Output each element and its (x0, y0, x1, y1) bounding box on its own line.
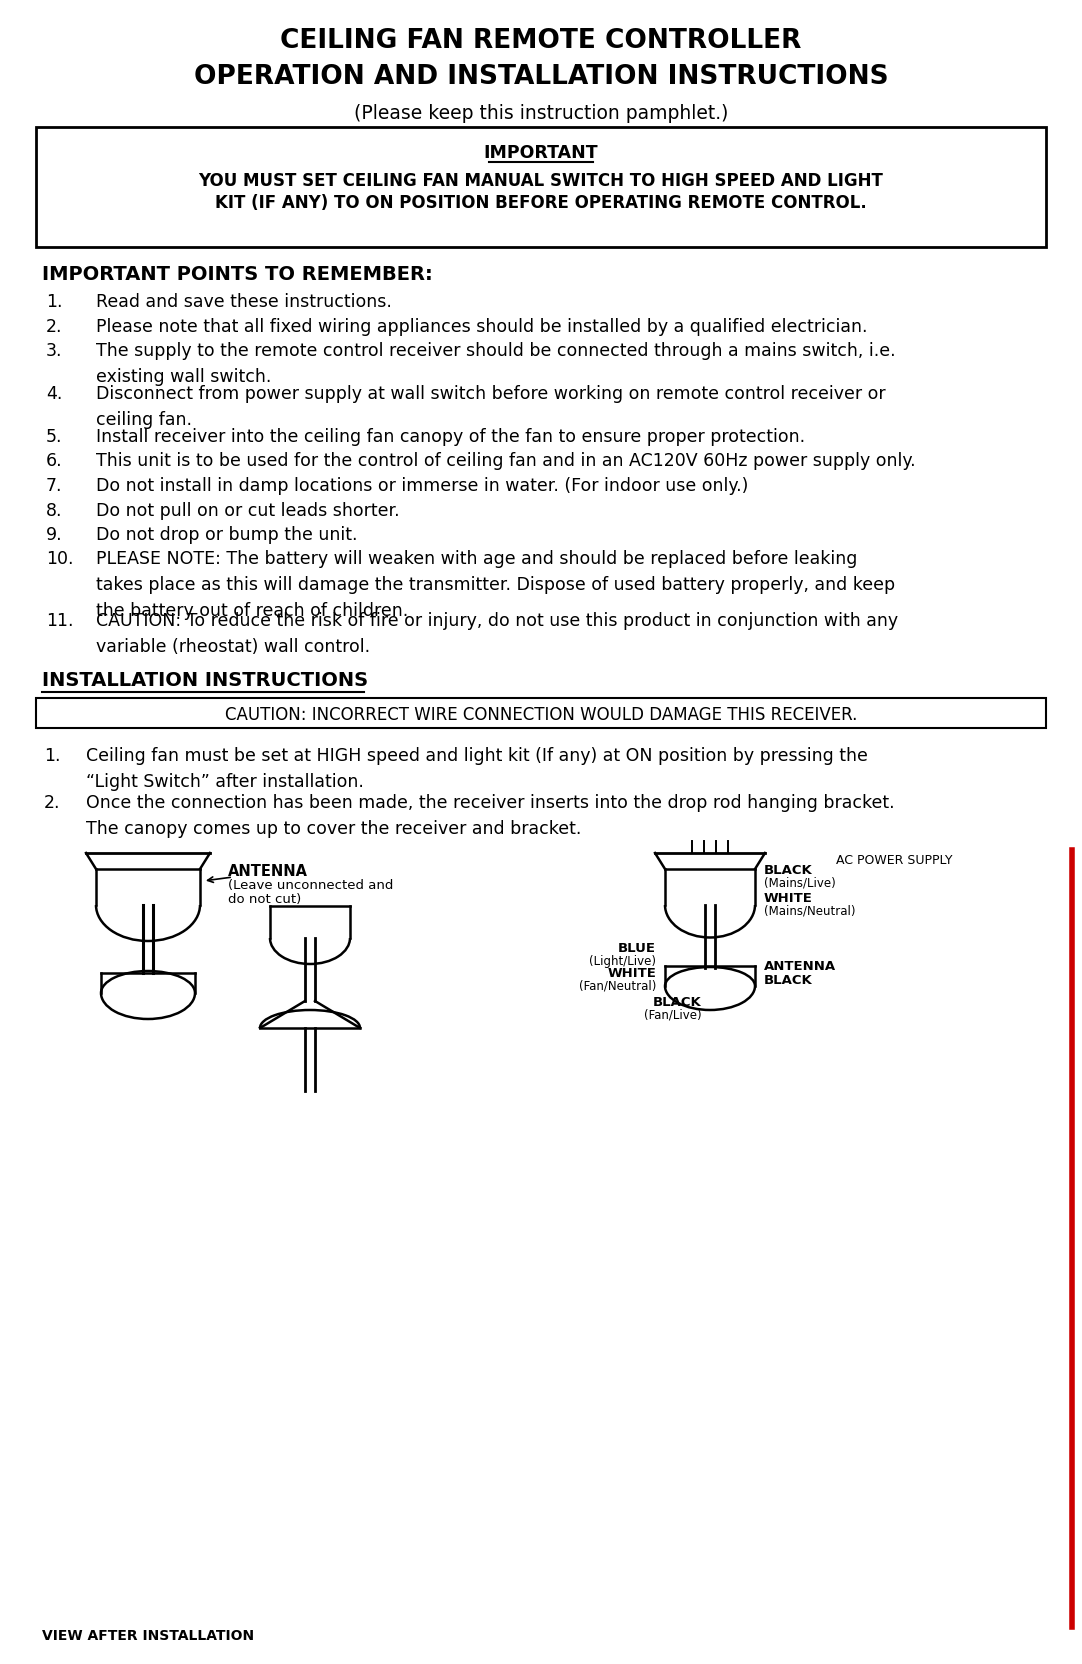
Bar (36, 128, 1046, 248)
Text: (Fan/Live): (Fan/Live) (645, 1008, 702, 1022)
Text: VIEW AFTER INSTALLATION: VIEW AFTER INSTALLATION (42, 1627, 254, 1642)
Text: ANTENNA: ANTENNA (228, 864, 308, 879)
Text: CEILING FAN REMOTE CONTROLLER: CEILING FAN REMOTE CONTROLLER (280, 28, 802, 53)
Text: BLACK: BLACK (764, 864, 813, 877)
Text: WHITE: WHITE (607, 967, 656, 980)
Text: 1.: 1. (44, 747, 61, 764)
Text: BLACK: BLACK (764, 973, 813, 987)
Text: CAUTION: INCORRECT WIRE CONNECTION WOULD DAMAGE THIS RECEIVER.: CAUTION: INCORRECT WIRE CONNECTION WOULD… (225, 706, 857, 724)
Text: 4.: 4. (47, 384, 63, 403)
Text: ANTENNA: ANTENNA (764, 960, 836, 972)
Text: WHITE: WHITE (764, 892, 813, 905)
Text: 3.: 3. (47, 341, 63, 359)
Text: (Mains/Neutral): (Mains/Neutral) (764, 905, 856, 917)
Text: 1.: 1. (47, 293, 63, 311)
Text: IMPORTANT: IMPORTANT (484, 143, 598, 161)
Text: CAUTION: To reduce the risk of fire or injury, do not use this product in conjun: CAUTION: To reduce the risk of fire or i… (96, 612, 898, 656)
Text: 10.: 10. (47, 551, 74, 567)
Text: INSTALLATION INSTRUCTIONS: INSTALLATION INSTRUCTIONS (42, 671, 368, 689)
Text: IMPORTANT POINTS TO REMEMBER:: IMPORTANT POINTS TO REMEMBER: (42, 265, 433, 285)
Text: The supply to the remote control receiver should be connected through a mains sw: The supply to the remote control receive… (96, 341, 896, 386)
Text: 2.: 2. (44, 794, 61, 812)
Text: YOU MUST SET CEILING FAN MANUAL SWITCH TO HIGH SPEED AND LIGHT: YOU MUST SET CEILING FAN MANUAL SWITCH T… (199, 171, 883, 190)
Text: OPERATION AND INSTALLATION INSTRUCTIONS: OPERATION AND INSTALLATION INSTRUCTIONS (194, 63, 888, 90)
Text: 7.: 7. (47, 476, 63, 494)
Text: 2.: 2. (47, 318, 63, 336)
Text: 8.: 8. (47, 501, 63, 519)
Text: Read and save these instructions.: Read and save these instructions. (96, 293, 392, 311)
Text: BLUE: BLUE (618, 942, 656, 955)
Text: Once the connection has been made, the receiver inserts into the drop rod hangin: Once the connection has been made, the r… (85, 794, 895, 837)
Text: 9.: 9. (47, 526, 63, 544)
Text: This unit is to be used for the control of ceiling fan and in an AC120V 60Hz pow: This unit is to be used for the control … (96, 453, 915, 471)
Text: Do not pull on or cut leads shorter.: Do not pull on or cut leads shorter. (96, 501, 399, 519)
Text: Do not drop or bump the unit.: Do not drop or bump the unit. (96, 526, 357, 544)
Text: Ceiling fan must be set at HIGH speed and light kit (If any) at ON position by p: Ceiling fan must be set at HIGH speed an… (85, 747, 868, 790)
Text: (Fan/Neutral): (Fan/Neutral) (579, 980, 656, 992)
Text: 6.: 6. (47, 453, 63, 471)
Text: AC POWER SUPPLY: AC POWER SUPPLY (836, 854, 952, 867)
Text: KIT (IF ANY) TO ON POSITION BEFORE OPERATING REMOTE CONTROL.: KIT (IF ANY) TO ON POSITION BEFORE OPERA… (215, 195, 867, 211)
Text: BLACK: BLACK (654, 995, 702, 1008)
Text: (Please keep this instruction pamphlet.): (Please keep this instruction pamphlet.) (354, 103, 728, 123)
Text: 11.: 11. (47, 612, 74, 629)
Text: Install receiver into the ceiling fan canopy of the fan to ensure proper protect: Install receiver into the ceiling fan ca… (96, 428, 805, 446)
Text: 5.: 5. (47, 428, 63, 446)
Text: Do not install in damp locations or immerse in water. (For indoor use only.): Do not install in damp locations or imme… (96, 476, 749, 494)
Text: PLEASE NOTE: The battery will weaken with age and should be replaced before leak: PLEASE NOTE: The battery will weaken wit… (96, 551, 895, 619)
Text: (Light/Live): (Light/Live) (589, 955, 656, 967)
Bar (36, 699, 1046, 729)
Text: (Mains/Live): (Mains/Live) (764, 877, 835, 890)
Text: do not cut): do not cut) (228, 892, 301, 905)
Text: Disconnect from power supply at wall switch before working on remote control rec: Disconnect from power supply at wall swi… (96, 384, 886, 428)
Text: (Leave unconnected and: (Leave unconnected and (228, 879, 394, 892)
Text: Please note that all fixed wiring appliances should be installed by a qualified : Please note that all fixed wiring applia… (96, 318, 868, 336)
